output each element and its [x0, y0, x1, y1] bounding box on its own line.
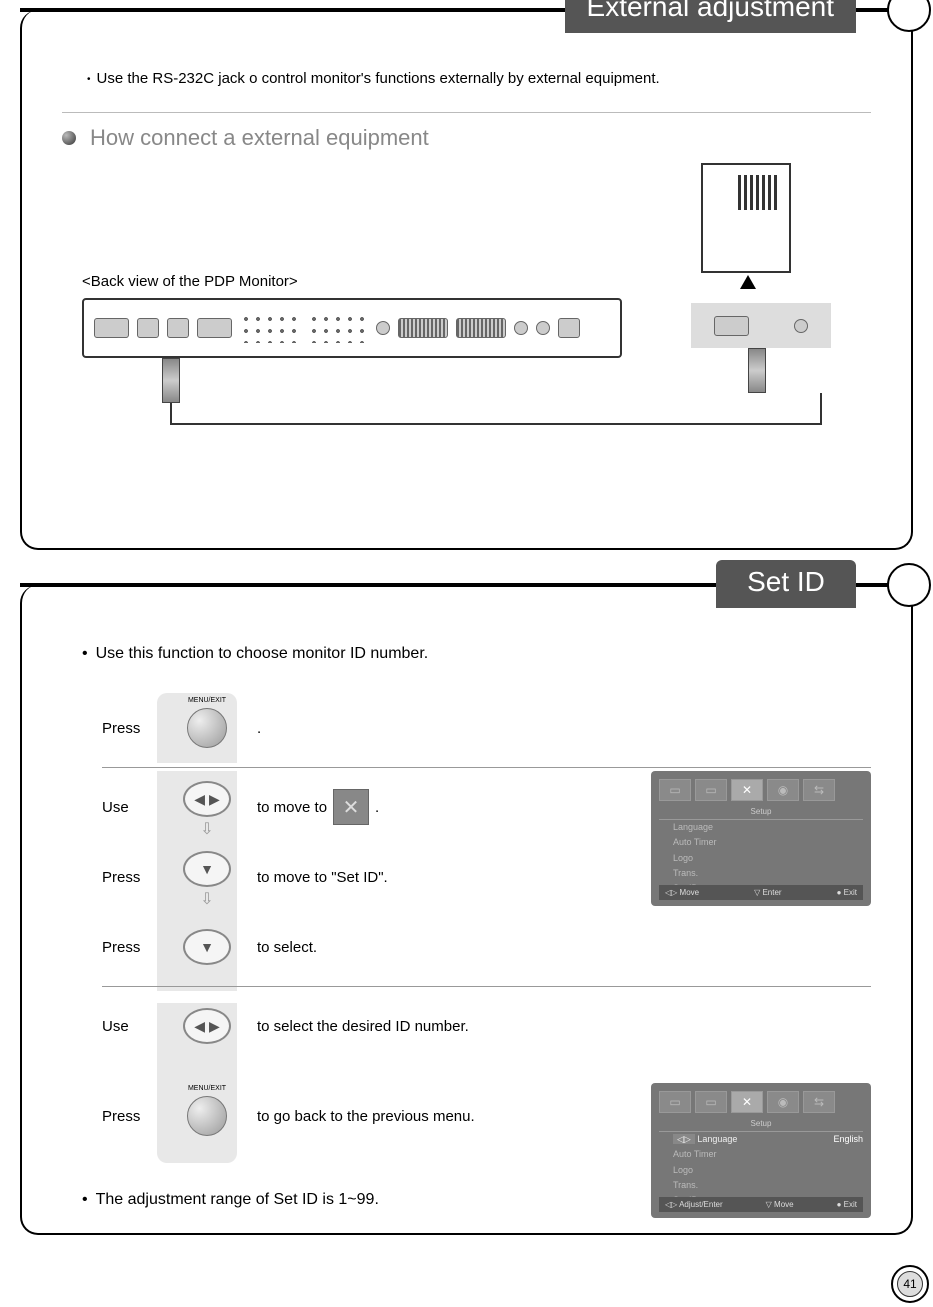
cable-connector-icon	[162, 358, 180, 403]
down-button-icon: ▼	[177, 917, 237, 977]
cable-line	[820, 393, 822, 425]
port-icon	[514, 321, 528, 335]
port-icon	[240, 313, 300, 343]
menu-exit-button-icon: MENU/EXIT	[177, 1086, 237, 1146]
back-view-label: <Back view of the PDP Monitor>	[82, 273, 298, 290]
step-desc: to move to "Set ID".	[257, 869, 388, 886]
external-port-panel	[691, 303, 831, 348]
port-icon	[558, 318, 580, 338]
section2-title: Set ID	[716, 560, 856, 608]
steps-container: ▭ ▭ ✕ ◉ ⇆ Setup Language Auto Timer Logo…	[102, 693, 871, 1151]
monitor-back-panel	[82, 298, 622, 358]
left-right-button-icon: ◀ ▶	[177, 996, 237, 1056]
cable-line	[170, 423, 820, 425]
vga-port-icon	[714, 316, 749, 336]
page-number: 41	[897, 1271, 923, 1297]
step-verb: Press	[102, 869, 157, 886]
section1-title: External adjustment	[565, 0, 856, 33]
port-icon	[536, 321, 550, 335]
step-row-6: Press MENU/EXIT to go back to the previo…	[102, 1081, 871, 1151]
menu-exit-button-icon: MENU/EXIT	[177, 698, 237, 758]
step-row-1: Press MENU/EXIT .	[102, 693, 871, 763]
step-row-2: Use ◀ ▶ ⇩ to move to ✕ .	[102, 772, 871, 842]
page-number-badge: 41	[891, 1265, 929, 1303]
down-button-icon: ▼ ⇩	[177, 847, 237, 907]
setup-menu-icon: ✕	[333, 789, 369, 825]
cable-connector-icon	[748, 348, 766, 393]
osd-item: Logo	[673, 1163, 863, 1178]
section2-intro: Use this function to choose monitor ID n…	[82, 645, 871, 663]
step-desc: to select.	[257, 939, 317, 956]
port-icon	[456, 318, 506, 338]
title-decor-circle	[887, 563, 931, 607]
step-verb: Press	[102, 939, 157, 956]
section1-subheading: How connect a external equipment	[90, 125, 429, 151]
step-desc: to select the desired ID number.	[257, 1018, 469, 1035]
port-icon	[376, 321, 390, 335]
subheading-row: How connect a external equipment	[62, 112, 871, 151]
section1-intro: Use the RS-232C jack o control monitor's…	[87, 70, 871, 87]
divider	[102, 767, 871, 768]
step-desc: .	[257, 720, 261, 737]
step-desc: to move to ✕ .	[257, 789, 379, 825]
arrow-up-icon	[740, 275, 756, 289]
connection-diagram: <Back view of the PDP Monitor>	[62, 163, 871, 463]
section-set-id: Set ID Use this function to choose monit…	[20, 585, 913, 1235]
osd-item: Trans.	[673, 1178, 863, 1193]
title-decor-circle	[887, 0, 931, 32]
step-row-4: Press ▼ to select.	[102, 912, 871, 982]
section-external-adjustment: External adjustment Use the RS-232C jack…	[20, 10, 913, 550]
left-right-button-icon: ◀ ▶ ⇩	[177, 777, 237, 837]
step-verb: Press	[102, 720, 157, 737]
osd-footer-move: ▽ Move	[766, 1200, 794, 1209]
port-icon	[94, 318, 129, 338]
bullet-icon	[62, 131, 76, 145]
step-verb: Use	[102, 799, 157, 816]
osd-footer-exit: ● Exit	[837, 1200, 857, 1209]
osd-footer: ◁▷ Adjust/Enter ▽ Move ● Exit	[659, 1197, 863, 1212]
step-desc: to go back to the previous menu.	[257, 1108, 475, 1125]
port-icon	[137, 318, 159, 338]
cable-line	[170, 403, 172, 425]
step-verb: Press	[102, 1108, 157, 1125]
port-icon	[308, 313, 368, 343]
divider	[102, 986, 871, 987]
port-icon	[398, 318, 448, 338]
step-verb: Use	[102, 1018, 157, 1035]
pc-tower-icon	[701, 163, 791, 273]
osd-footer-adjust: ◁▷ Adjust/Enter	[665, 1200, 723, 1209]
step-row-5: Use ◀ ▶ to select the desired ID number.	[102, 991, 871, 1061]
port-icon	[197, 318, 232, 338]
step-row-3: Press ▼ ⇩ to move to "Set ID".	[102, 842, 871, 912]
port-icon	[167, 318, 189, 338]
audio-port-icon	[794, 319, 808, 333]
